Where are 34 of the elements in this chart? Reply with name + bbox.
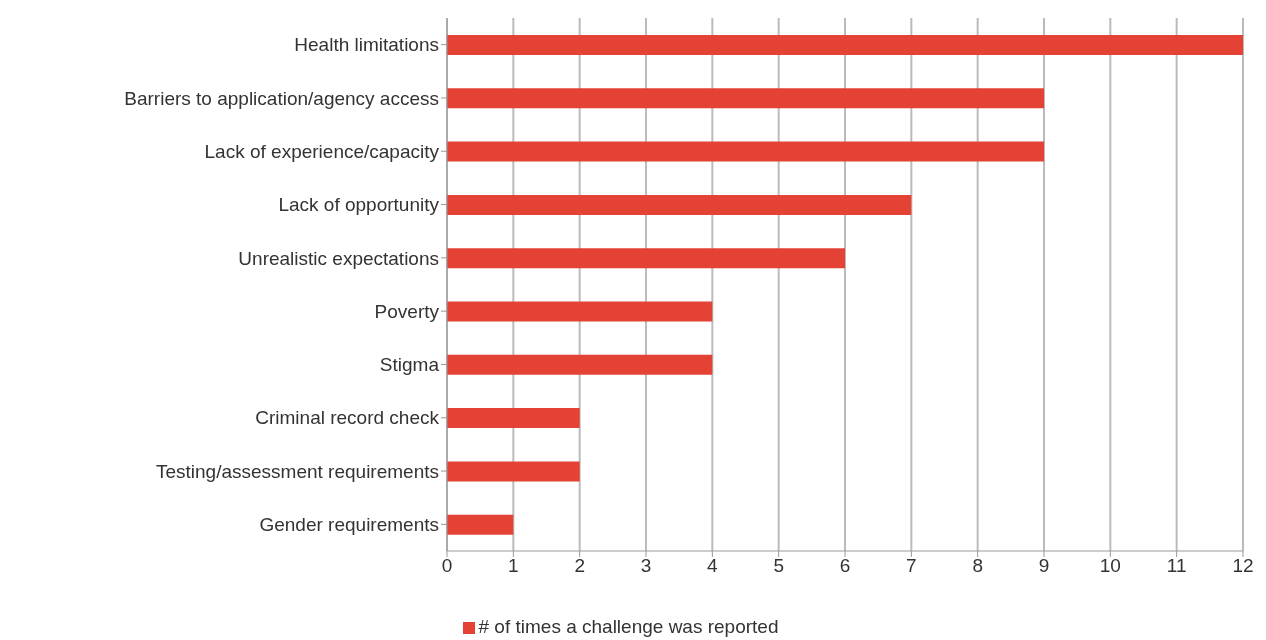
y-tick-label: Stigma [379,354,440,376]
bar [447,461,580,482]
bar [447,354,713,375]
y-tick-label: Health limitations [294,34,439,56]
bar [447,35,1243,55]
x-tick-label: 4 [707,555,719,577]
y-tick-label: Lack of experience/capacity [204,140,440,162]
y-tick-label: Poverty [374,300,440,322]
x-tick-label: 9 [1038,555,1050,577]
bar [447,141,1044,162]
y-tick-label: Testing/assessment requirements [155,460,439,482]
x-tick-label: 7 [906,555,917,577]
x-tick-label: 10 [1099,555,1121,577]
x-tick-label: 2 [574,555,585,577]
bar [447,514,514,535]
x-tick-label: 0 [441,555,453,577]
y-tick-label: Criminal record check [255,407,440,429]
bar [447,301,713,322]
x-tick-label: 1 [508,555,519,577]
x-tick-label: 5 [773,555,784,577]
bar [447,248,845,269]
legend-label: # of times a challenge was reported [478,616,779,637]
bar [447,408,580,429]
bar [447,88,1044,109]
x-tick-label: 12 [1232,555,1254,577]
y-tick-label: Gender requirements [259,514,439,536]
x-tick-label: 11 [1166,555,1187,577]
y-tick-label: Unrealistic expectations [238,247,439,269]
y-tick-label: Barriers to application/agency access [124,87,439,109]
x-tick-label: 8 [972,555,983,577]
y-tick-label: Lack of opportunity [278,194,440,216]
x-tick-label: 3 [640,555,652,577]
x-tick-label: 6 [839,555,851,577]
bar [447,194,912,215]
